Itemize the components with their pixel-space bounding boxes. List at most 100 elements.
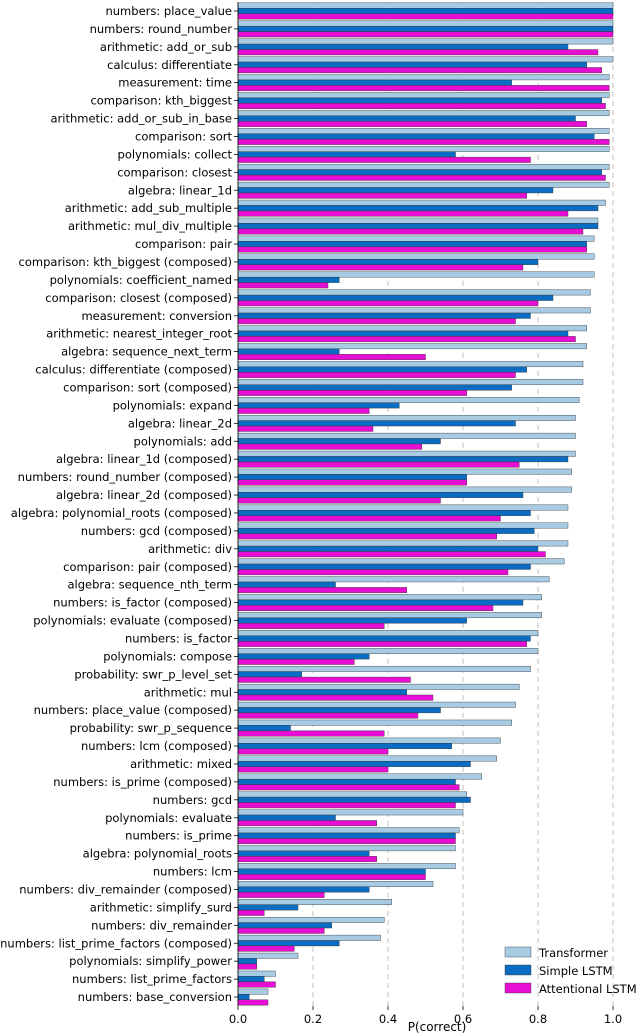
- bar-transformer: [237, 899, 392, 905]
- bar-transformer: [237, 594, 542, 601]
- bar-transformer: [237, 361, 584, 368]
- bar-attentional-lstm: [237, 228, 584, 235]
- bar-simple-lstm: [237, 151, 456, 158]
- bar-transformer: [237, 791, 467, 798]
- bar-simple-lstm: [237, 259, 539, 265]
- legend-swatch-simple-lstm: [504, 964, 532, 976]
- bar-transformer: [237, 952, 299, 959]
- bar-transformer: [237, 432, 576, 439]
- bar-attentional-lstm: [237, 282, 329, 289]
- bar-simple-lstm: [237, 223, 599, 230]
- category-label: arithmetic: mixed: [130, 757, 232, 771]
- bar-attentional-lstm: [237, 246, 587, 253]
- bar-simple-lstm: [237, 850, 370, 857]
- bar-attentional-lstm: [237, 569, 509, 576]
- bar-simple-lstm: [237, 133, 595, 140]
- bar-transformer: [237, 648, 539, 654]
- category-label: numbers: base_conversion: [78, 990, 232, 1004]
- bar-simple-lstm: [237, 994, 250, 1000]
- category-label: numbers: div_remainder (composed): [19, 882, 232, 896]
- bar-transformer: [237, 809, 464, 816]
- bar-simple-lstm: [237, 832, 456, 839]
- bar-transformer: [237, 289, 591, 296]
- bar-simple-lstm: [237, 402, 400, 409]
- legend-swatch-transformer: [504, 946, 532, 958]
- bar-transformer: [237, 701, 516, 708]
- bar-attentional-lstm: [237, 461, 520, 468]
- category-label: numbers: list_prime_factors (composed): [0, 936, 232, 950]
- bar-attentional-lstm: [237, 372, 516, 378]
- category-label: numbers: place_value: [105, 4, 232, 18]
- bar-simple-lstm: [237, 25, 614, 32]
- bar-simple-lstm: [237, 510, 531, 516]
- bar-transformer: [237, 773, 482, 780]
- bar-simple-lstm: [237, 492, 524, 498]
- category-label: algebra: linear_2d (composed): [56, 488, 232, 502]
- category-label: arithmetic: simplify_surd: [90, 900, 232, 914]
- category-label: calculus: differentiate (composed): [35, 363, 232, 377]
- bar-transformer: [237, 450, 576, 457]
- category-label: algebra: sequence_nth_term: [67, 578, 232, 592]
- bar-simple-lstm: [237, 79, 512, 86]
- category-label: numbers: place_value (composed): [34, 703, 232, 717]
- bar-transformer: [237, 56, 614, 63]
- bar-attentional-lstm: [237, 336, 576, 343]
- bar-simple-lstm: [237, 743, 452, 749]
- bar-attentional-lstm: [237, 981, 276, 988]
- bar-transformer: [237, 916, 385, 923]
- bar-attentional-lstm: [237, 694, 434, 701]
- category-label: arithmetic: add_or_sub: [100, 40, 232, 54]
- bar-attentional-lstm: [237, 425, 374, 432]
- category-label: arithmetic: nearest_integer_root: [46, 327, 232, 341]
- legend-label: Simple LSTM: [539, 964, 613, 978]
- category-label: numbers: round_number (composed): [18, 470, 232, 484]
- bar-attentional-lstm: [237, 551, 546, 558]
- bar-attentional-lstm: [237, 963, 257, 970]
- bar-simple-lstm: [237, 187, 554, 194]
- bar-simple-lstm: [237, 348, 340, 355]
- bar-simple-lstm: [237, 294, 554, 301]
- bar-transformer: [237, 163, 610, 170]
- category-label: algebra: linear_1d: [128, 183, 232, 197]
- bar-simple-lstm: [237, 527, 535, 534]
- bar-attentional-lstm: [237, 730, 385, 737]
- bar-attentional-lstm: [237, 658, 355, 665]
- bar-transformer: [237, 92, 610, 99]
- bar-transformer: [237, 146, 610, 152]
- bar-simple-lstm: [237, 205, 599, 212]
- x-tick-label: 0.2: [304, 1012, 322, 1026]
- bar-transformer: [237, 38, 614, 45]
- category-label: arithmetic: add_sub_multiple: [65, 201, 232, 215]
- bar-transformer: [237, 719, 512, 726]
- x-tick-label: 0.6: [454, 1012, 472, 1026]
- bar-attentional-lstm: [237, 103, 606, 109]
- bar-simple-lstm: [237, 330, 569, 337]
- category-label: algebra: polynomial_roots: [83, 847, 232, 861]
- category-label: algebra: linear_1d (composed): [56, 452, 232, 466]
- category-label: numbers: round_number: [90, 22, 233, 36]
- bar-simple-lstm: [237, 563, 531, 570]
- bar-simple-lstm: [237, 868, 426, 875]
- x-tick-label: 1.0: [604, 1012, 622, 1026]
- bar-transformer: [237, 486, 572, 493]
- bar-transformer: [237, 325, 587, 332]
- category-label: polynomials: compose: [103, 649, 232, 663]
- category-labels: numbers: place_value numbers: round_numbe…: [0, 4, 232, 1004]
- category-label: polynomials: simplify_power: [69, 954, 232, 968]
- bar-attentional-lstm: [237, 300, 539, 307]
- bar-simple-lstm: [237, 976, 265, 983]
- bar-simple-lstm: [237, 635, 531, 642]
- bar-transformer: [237, 558, 565, 565]
- bar-transformer: [237, 379, 584, 385]
- bar-transformer: [237, 217, 599, 224]
- bar-attentional-lstm: [237, 891, 325, 898]
- bar-transformer: [237, 253, 595, 260]
- bar-simple-lstm: [237, 778, 456, 785]
- bar-transformer: [237, 504, 569, 511]
- bar-attentional-lstm: [237, 640, 527, 647]
- bar-simple-lstm: [237, 241, 587, 247]
- bar-attentional-lstm: [237, 354, 426, 360]
- bar-transformer: [237, 737, 501, 744]
- bar-attentional-lstm: [237, 85, 610, 92]
- bar-attentional-lstm: [237, 856, 377, 862]
